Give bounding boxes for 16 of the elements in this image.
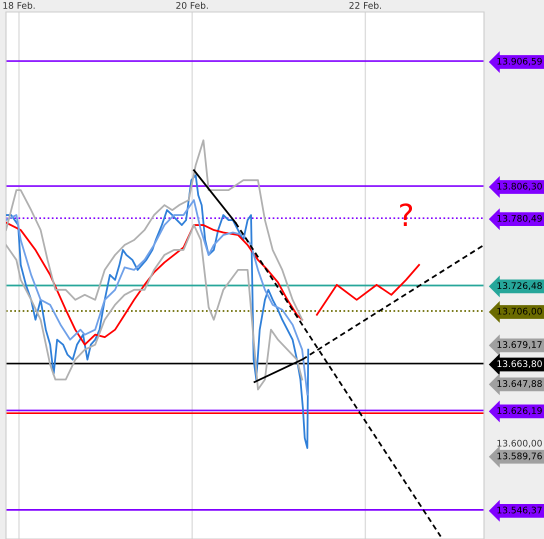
y-tick-label: 13.906,59 [497,58,542,66]
y-tick-label: 13.589,76 [497,452,542,460]
y-tick-label: 13.600,00 [497,440,542,448]
annotation: ? [400,203,412,226]
y-tick-label: 13.663,80 [497,360,542,368]
y-tick-label: 13.647,88 [497,380,542,388]
y-tick-label: 13.806,30 [497,182,542,191]
y-tick-label: 13.626,19 [497,407,542,415]
x-tick-label: 18 Feb. [3,2,35,9]
y-tick-label: 13.726,48 [497,282,542,290]
x-tick-label: 20 Feb. [176,2,208,9]
x-tick-label: 22 Feb. [349,2,381,9]
y-tick-label: 13.780,49 [497,214,542,223]
y-tick-label: 13.546,37 [497,506,542,514]
y-tick-label: 13.679,17 [497,341,542,349]
y-tick-label: 13.706,00 [497,308,542,316]
